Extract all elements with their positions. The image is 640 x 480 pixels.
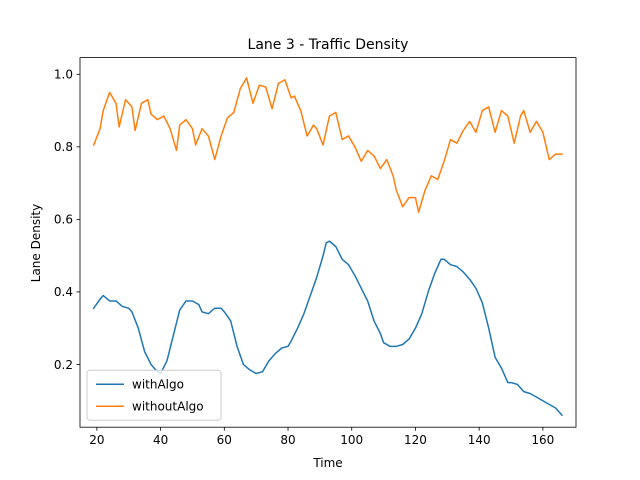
series-line-withAlgo — [92, 240, 564, 417]
x-tick-label: 60 — [217, 433, 232, 447]
legend: withAlgo withoutAlgo — [86, 369, 222, 421]
legend-box — [86, 369, 222, 421]
y-axis-ticks: 0.2 0.4 0.6 0.8 1.0 — [54, 68, 80, 372]
x-tick-label: 40 — [153, 433, 168, 447]
y-tick-label: 0.2 — [54, 358, 73, 372]
y-axis-label: Lane Density — [29, 204, 43, 282]
series-line-withoutAlgo — [92, 77, 563, 213]
axes-frame — [79, 57, 577, 428]
legend-label-withoutAlgo: withoutAlgo — [132, 400, 204, 414]
x-tick-label: 20 — [89, 433, 104, 447]
plot-area — [79, 57, 577, 428]
chart-title: Lane 3 - Traffic Density — [248, 37, 409, 53]
x-axis-ticks: 20 40 60 80 100 120 140 160 — [89, 427, 554, 447]
x-tick-label: 140 — [468, 433, 491, 447]
x-tick-label: 80 — [280, 433, 295, 447]
y-tick-label: 0.8 — [54, 140, 73, 154]
x-axis-label: Time — [312, 456, 342, 470]
x-tick-label: 100 — [340, 433, 363, 447]
x-tick-label: 120 — [404, 433, 427, 447]
y-tick-label: 0.4 — [54, 285, 73, 299]
legend-label-withAlgo: withAlgo — [132, 378, 184, 392]
x-tick-label: 160 — [531, 433, 554, 447]
y-tick-label: 1.0 — [54, 68, 73, 82]
y-tick-label: 0.6 — [54, 213, 73, 227]
